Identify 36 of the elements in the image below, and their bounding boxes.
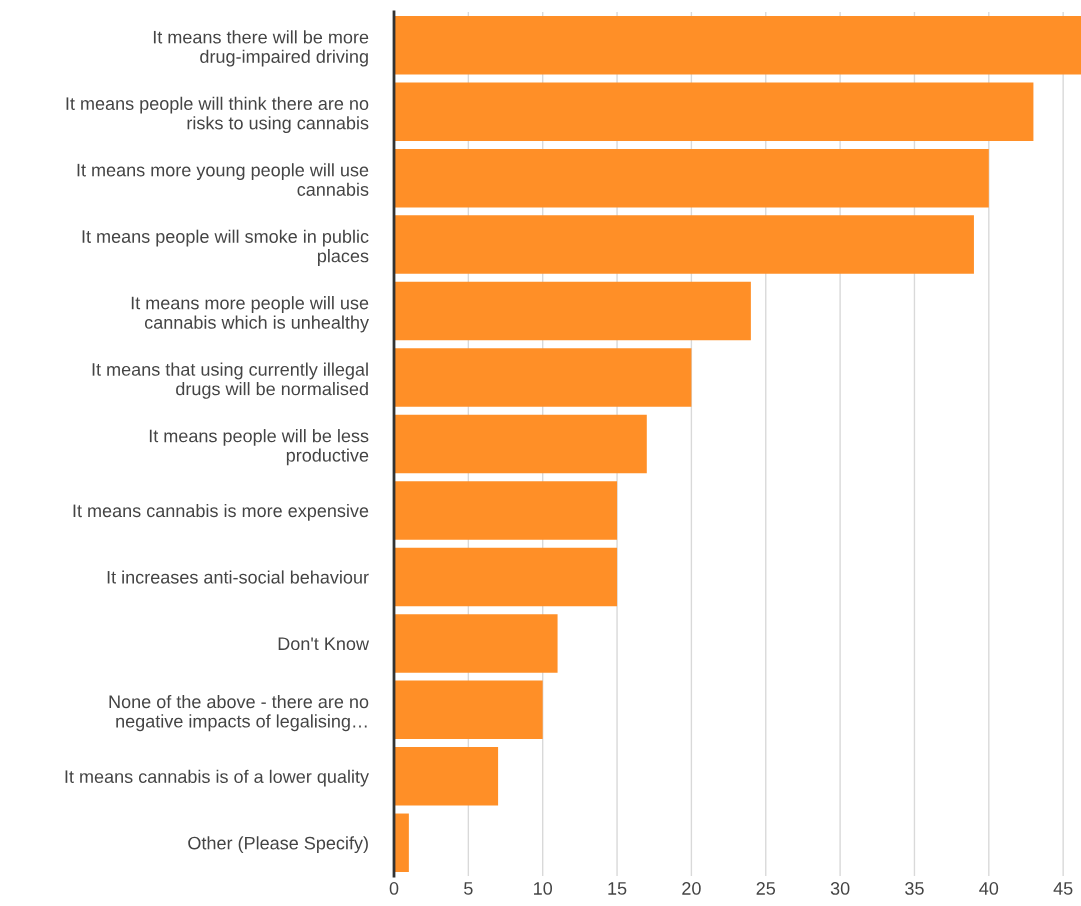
y-tick-label: It means there will be more drug-impaired driving — [153, 30, 369, 67]
bar — [394, 813, 409, 873]
bar — [394, 15, 1081, 75]
bar — [394, 281, 751, 341]
y-tick-label: None of the above - there are no negative impacts of legalising… — [109, 694, 369, 732]
bar — [394, 148, 989, 208]
bar — [394, 481, 618, 540]
x-tick-label: 40 — [979, 882, 999, 895]
bar — [394, 614, 558, 673]
y-tick-label: Don't Know — [278, 637, 370, 651]
y-tick-label: It means cannabis is more expensive — [73, 503, 369, 521]
x-tick-label: 45 — [1053, 882, 1073, 895]
y-tick-label: It means people will be less productive — [149, 429, 369, 466]
x-tick-label: 10 — [534, 882, 553, 895]
bar — [394, 547, 618, 607]
x-tick-label: 30 — [830, 882, 850, 895]
bar — [394, 215, 974, 274]
y-tick-label: It increases anti-social behaviour — [107, 570, 369, 584]
x-tick-label: 15 — [608, 882, 627, 895]
bar — [394, 680, 543, 740]
bar — [394, 414, 647, 474]
y-tick-label: It means more people will use cannabis which is unhealthy — [131, 296, 369, 333]
y-tick-label: It means that using currently illegal drugs will be normalised — [92, 362, 368, 399]
x-tick-label: 5 — [464, 882, 473, 895]
y-tick-label: Other (Please Specify) — [188, 836, 368, 854]
x-tick-label: 25 — [756, 882, 776, 895]
y-tick-label: It means people will think there are no risks to using cannabis — [66, 96, 369, 134]
bar — [394, 82, 1034, 141]
x-tick-label: 20 — [682, 882, 701, 895]
x-tick-label: 35 — [905, 882, 924, 895]
y-tick-label: It means more young people will use cannabis — [77, 163, 369, 196]
x-tick-label: 0 — [389, 882, 399, 895]
y-tick-label: It means people will smoke in public places — [82, 229, 369, 266]
bar — [394, 747, 499, 806]
bar — [394, 348, 692, 407]
y-tick-label: It means cannabis is of a lower quality — [65, 769, 369, 787]
